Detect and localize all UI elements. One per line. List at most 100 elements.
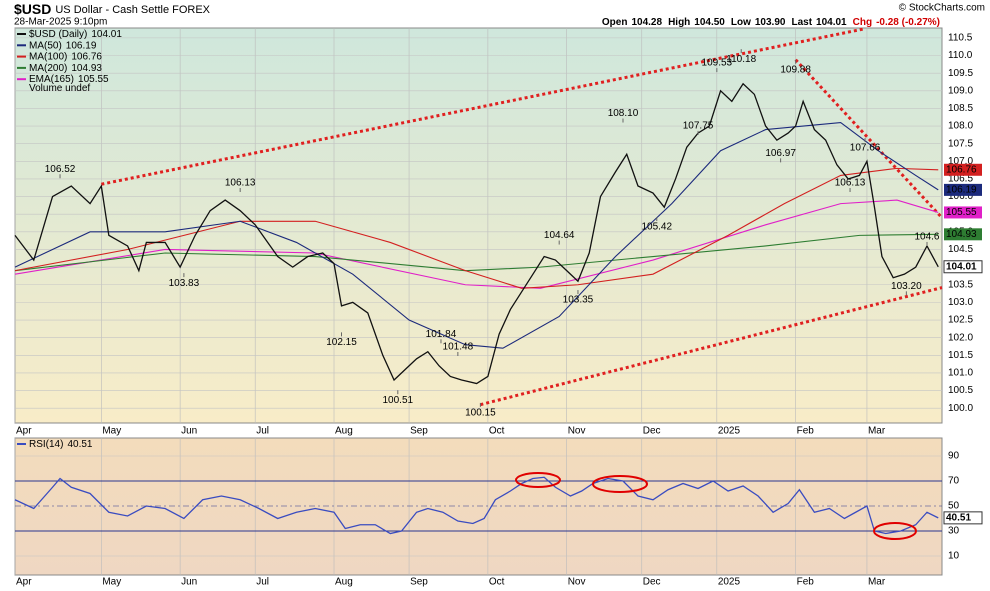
quote-label: High (668, 17, 690, 28)
x-tick-label: Apr (16, 426, 32, 437)
y-tick-label: 103.0 (948, 297, 973, 308)
highlight-ellipse (515, 472, 561, 488)
y-tick-label: 50 (948, 501, 960, 512)
quote-label: Chg (853, 17, 872, 28)
x-tick-label: Mar (868, 577, 886, 588)
quote-value: 104.01 (816, 17, 847, 28)
y-tick-label: 108.5 (948, 103, 973, 114)
annotation-label: 101.48 (443, 342, 474, 353)
x-tick-label: Jul (256, 426, 269, 437)
y-tick-label: 110.5 (948, 33, 973, 44)
quote-value: 103.90 (755, 17, 786, 28)
annotation-label: 106.13 (225, 178, 256, 189)
annotation-label: 104.6 (914, 232, 939, 243)
value-tag (944, 183, 982, 196)
series-line (14, 199, 939, 289)
highlight-ellipse (873, 522, 917, 540)
price-panel (14, 27, 943, 424)
annotation-label: 104.64 (544, 230, 575, 241)
y-tick-label: 107.0 (948, 156, 973, 167)
x-tick-label: Oct (489, 426, 505, 437)
y-tick-label: 30 (948, 526, 960, 537)
legend-last: 106.76 (71, 51, 102, 62)
legend-name: MA(50) (29, 40, 62, 51)
value-tag-label: 104.93 (946, 229, 977, 240)
x-tick-label: Mar (868, 426, 886, 437)
series-line (14, 82, 939, 385)
legend-volume: Volume undef (29, 83, 90, 94)
legend-name: RSI(14) (29, 439, 63, 450)
annotation-label: 107.75 (683, 121, 714, 132)
y-tick-label: 103.5 (948, 279, 973, 290)
y-tick-label: 110.0 (948, 50, 973, 61)
value-tag-label: 106.76 (946, 164, 977, 175)
x-tick-label: Aug (335, 426, 353, 437)
quote-label: Low (731, 17, 751, 28)
x-tick-label: May (102, 577, 121, 588)
value-tag (944, 206, 982, 219)
annotation-label: 106.13 (835, 178, 866, 189)
x-tick-label: Nov (568, 426, 586, 437)
x-tick-label: Apr (16, 577, 32, 588)
legend-entry: RSI(14) 40.51 (29, 439, 93, 450)
y-tick-label: 90 (948, 451, 960, 462)
y-tick-label: 102.5 (948, 315, 973, 326)
y-tick-label: 104.5 (948, 244, 973, 255)
annotation-label: 106.97 (765, 148, 796, 159)
y-tick-label: 106.0 (948, 191, 973, 202)
header: $USD US Dollar - Cash Settle FOREX (14, 1, 211, 17)
legend-last: 106.19 (66, 40, 97, 51)
x-tick-label: Jun (181, 577, 197, 588)
x-tick-label: Oct (489, 577, 505, 588)
quote-label: Last (791, 17, 812, 28)
x-tick-label: Sep (410, 426, 428, 437)
annotation-label: 105.42 (641, 222, 672, 233)
annotation-label: 106.52 (45, 164, 76, 175)
x-tick-label: Jul (256, 577, 269, 588)
legend-last: 105.55 (78, 74, 109, 85)
date: 28-Mar-2025 9:10pm (14, 17, 107, 28)
series-line (14, 476, 939, 535)
y-tick-label: 109.0 (948, 85, 973, 96)
y-tick-label: 109.5 (948, 68, 973, 79)
legend-entry: MA(50) 106.19 (29, 40, 97, 51)
annotation-label: 110.18 (726, 54, 756, 65)
highlight-ellipse (592, 475, 648, 493)
value-tag-label: 105.55 (946, 207, 977, 218)
symbol-name: US Dollar - Cash Settle FOREX (55, 4, 210, 16)
annotation-label: 102.15 (326, 337, 357, 348)
quote-label: Open (602, 17, 628, 28)
plot-layer: $USD US Dollar - Cash Settle FOREX28-Mar-… (14, 1, 985, 588)
legend-last: 104.01 (91, 29, 122, 40)
annotation-label: 109.88 (780, 64, 811, 75)
x-tick-label: 2025 (718, 577, 741, 588)
annotation-label: 103.83 (169, 278, 200, 289)
value-tag-label: 106.19 (946, 185, 977, 196)
value-tag (943, 511, 983, 525)
annotation-label: 107.66 (850, 143, 881, 154)
x-tick-label: Sep (410, 577, 428, 588)
legend-name: MA(200) (29, 63, 67, 74)
x-tick-label: Dec (643, 577, 661, 588)
legend-name: EMA(165) (29, 74, 74, 85)
annotation-label: 100.15 (465, 408, 496, 419)
legend-name: MA(100) (29, 51, 67, 62)
y-tick-label: 106.5 (948, 174, 973, 185)
value-tag (944, 163, 982, 176)
quote-value: 104.50 (694, 17, 725, 28)
x-tick-label: May (102, 426, 121, 437)
quote-value: -0.28 (-0.27%) (876, 17, 940, 28)
legend-last: 40.51 (67, 439, 92, 450)
y-tick-label: 102.0 (948, 332, 973, 343)
legend-entry: MA(200) 104.93 (29, 63, 102, 74)
quote-value: 104.28 (631, 17, 662, 28)
value-tag-label: 104.01 (946, 261, 977, 272)
value-tag (944, 228, 982, 241)
annotation-label: 108.10 (608, 108, 639, 119)
annotation-label: 101.84 (426, 329, 457, 340)
value-tag-label: 40.51 (946, 513, 971, 524)
annotation-label: 109.53 (702, 58, 733, 69)
series-line (14, 121, 939, 349)
x-tick-label: Aug (335, 577, 353, 588)
y-tick-label: 100.5 (948, 385, 973, 396)
